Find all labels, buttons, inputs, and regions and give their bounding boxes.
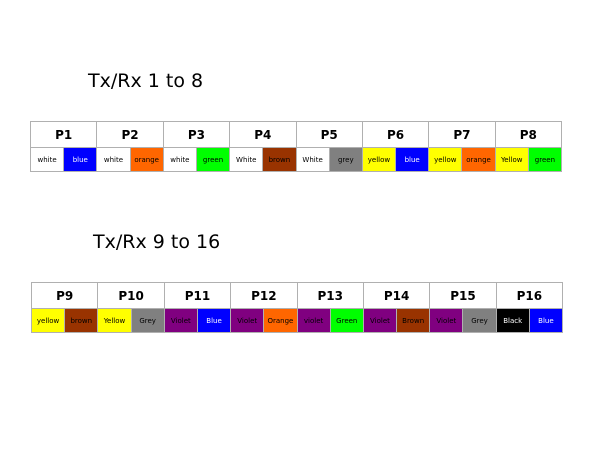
wire-color: blue [63, 147, 98, 172]
pair-label: P9 [30, 282, 99, 309]
pair-label: P6 [361, 121, 430, 148]
wire-color: White [295, 147, 330, 172]
table-title: Tx/Rx 1 to 8 [88, 70, 204, 92]
table-title: Tx/Rx 9 to 16 [93, 231, 221, 253]
wire-row: yellow brown Yellow Grey Violet Blue Violet Ora… [30, 308, 564, 333]
pair-label: P5 [295, 121, 363, 148]
wire-color: yellow [428, 147, 463, 172]
wire-color: white [96, 147, 131, 172]
wire-color: Violet [230, 308, 265, 333]
wire-color: Blue [196, 308, 232, 333]
pair-label: P13 [296, 282, 364, 309]
wiring-table: P9 P10 P11 P12 P13 P14 P15 P16 yellow brown Yellow… [30, 282, 564, 333]
wire-color: Brown [396, 308, 431, 333]
wire-color: orange [129, 147, 164, 172]
wiring-table: P1 P2 P3 P4 P5 P6 P7 P8 white blue white orange whit… [29, 121, 563, 172]
pair-label: P7 [428, 121, 496, 148]
wire-color: Orange [263, 308, 298, 333]
wire-color: green [527, 147, 563, 172]
wire-color: violet [296, 308, 331, 333]
wire-color: Yellow [494, 147, 529, 172]
pair-label: P4 [229, 121, 297, 148]
pair-label: P1 [29, 121, 98, 148]
wire-color: Violet [429, 308, 464, 333]
pair-label: P16 [495, 282, 564, 309]
wire-color: white [29, 147, 65, 172]
wire-color: Violet [362, 308, 398, 333]
wire-color: grey [328, 147, 363, 172]
pair-label: P11 [163, 282, 232, 309]
wire-color: Green [329, 308, 364, 333]
wire-color: orange [461, 147, 496, 172]
wire-color: yellow [30, 308, 66, 333]
pair-label: P15 [429, 282, 497, 309]
wire-color: Blue [528, 308, 564, 333]
wire-color: Violet [163, 308, 198, 333]
wire-color: yellow [361, 147, 397, 172]
wire-color: Black [495, 308, 530, 333]
pair-label: P3 [162, 121, 231, 148]
wire-color: brown [64, 308, 99, 333]
header-row: P9 P10 P11 P12 P13 P14 P15 P16 [30, 282, 564, 309]
wire-color: green [195, 147, 231, 172]
pair-label: P12 [230, 282, 298, 309]
wire-row: white blue white orange white green White brown… [29, 147, 563, 172]
wire-color: brown [262, 147, 297, 172]
wire-color: white [162, 147, 197, 172]
wire-color: Grey [130, 308, 165, 333]
header-row: P1 P2 P3 P4 P5 P6 P7 P8 [29, 121, 563, 148]
wire-color: White [229, 147, 264, 172]
wire-color: Yellow [97, 308, 132, 333]
wire-color: Grey [462, 308, 497, 333]
pair-label: P8 [494, 121, 563, 148]
pair-label: P2 [96, 121, 164, 148]
pair-label: P14 [362, 282, 431, 309]
wire-color: blue [395, 147, 430, 172]
pair-label: P10 [97, 282, 165, 309]
